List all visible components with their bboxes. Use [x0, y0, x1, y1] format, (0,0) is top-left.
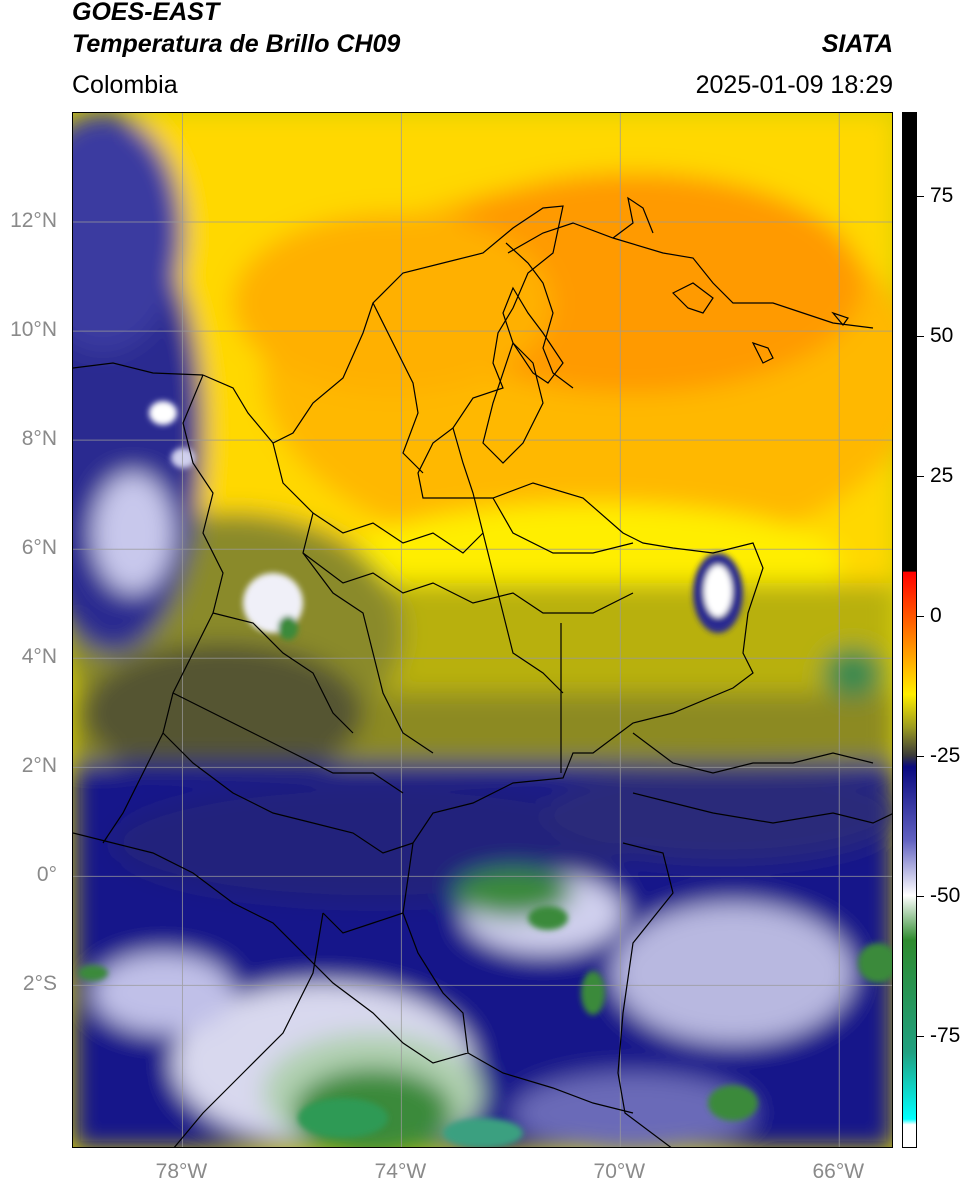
map-canvas	[73, 113, 892, 1147]
colorbar-tick	[917, 196, 924, 197]
colorbar-tick	[917, 616, 924, 617]
colorbar-tick	[917, 1036, 924, 1037]
lat-tick-label: 2°N	[21, 754, 57, 778]
lon-tick-label: 66°W	[812, 1160, 865, 1183]
brightness-temperature-map[interactable]	[72, 112, 893, 1148]
lat-tick-label: 10°N	[10, 318, 57, 342]
colorbar-tick-label: 50	[930, 324, 954, 347]
colorbar-tick	[917, 896, 924, 897]
satellite-title: GOES-EAST	[72, 0, 220, 26]
graticule	[73, 113, 892, 1147]
lat-tick-label: 6°N	[21, 536, 57, 560]
lat-tick-label: 12°N	[10, 209, 57, 233]
lat-tick-label: 8°N	[21, 427, 57, 451]
colorbar-tick-label: -50	[930, 884, 961, 907]
colorbar-tick	[917, 476, 924, 477]
lat-tick-label: 0°	[36, 863, 57, 887]
colorbar-tick	[917, 336, 924, 337]
lon-tick-label: 78°W	[155, 1160, 208, 1183]
agency-label: SIATA	[821, 30, 893, 58]
colorbar-tick-label: 25	[930, 464, 954, 487]
lon-tick-label: 74°W	[374, 1160, 427, 1183]
colorbar-tick	[917, 756, 924, 757]
colorbar-tick-label: 0	[930, 604, 942, 627]
product-title: Temperatura de Brillo CH09	[72, 30, 401, 58]
brightness-field	[73, 113, 892, 1147]
lat-tick-label: 2°S	[22, 972, 57, 996]
political-borders	[73, 196, 892, 1147]
colorbar-tick-label: 75	[930, 184, 954, 207]
cloud-cells	[78, 401, 892, 1147]
lat-tick-label: 4°N	[21, 645, 57, 669]
region-label: Colombia	[72, 71, 178, 99]
colorbar-tick-label: -75	[930, 1024, 961, 1047]
colorbar-tick-label: -25	[930, 744, 961, 767]
datetime-label: 2025-01-09 18:29	[695, 71, 893, 99]
colorbar	[902, 112, 917, 1148]
lon-tick-label: 70°W	[593, 1160, 646, 1183]
